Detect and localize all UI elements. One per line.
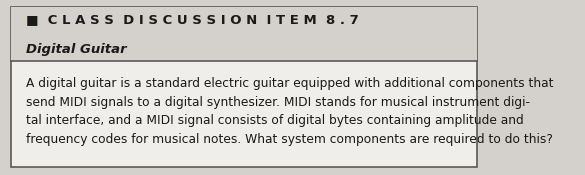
Text: Digital Guitar: Digital Guitar	[26, 43, 126, 56]
Text: A digital guitar is a standard electric guitar equipped with additional componen: A digital guitar is a standard electric …	[26, 77, 553, 146]
FancyBboxPatch shape	[11, 6, 477, 61]
Text: ■  C L A S S  D I S C U S S I O N  I T E M  8 . 7: ■ C L A S S D I S C U S S I O N I T E M …	[26, 13, 359, 26]
FancyBboxPatch shape	[11, 6, 477, 167]
